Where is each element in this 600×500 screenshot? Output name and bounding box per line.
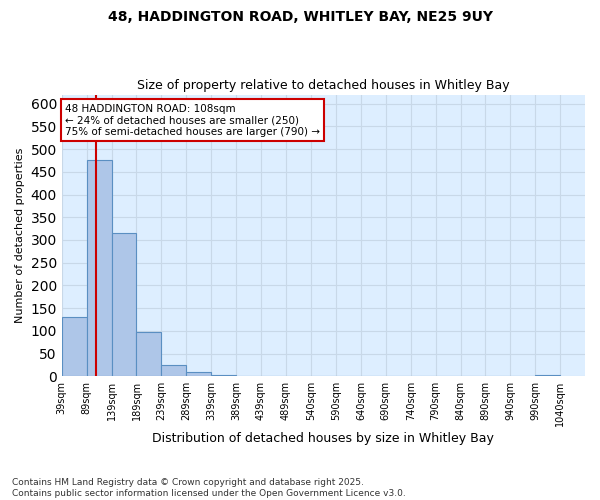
Bar [136, 332, 161, 376]
Text: Contains HM Land Registry data © Crown copyright and database right 2025.
Contai: Contains HM Land Registry data © Crown c… [12, 478, 406, 498]
Bar [112, 233, 136, 376]
Bar [62, 318, 86, 376]
Bar [86, 160, 112, 376]
X-axis label: Distribution of detached houses by size in Whitley Bay: Distribution of detached houses by size … [152, 432, 494, 445]
Title: Size of property relative to detached houses in Whitley Bay: Size of property relative to detached ho… [137, 79, 510, 92]
Text: 48 HADDINGTON ROAD: 108sqm
← 24% of detached houses are smaller (250)
75% of sem: 48 HADDINGTON ROAD: 108sqm ← 24% of deta… [65, 104, 320, 137]
Y-axis label: Number of detached properties: Number of detached properties [15, 148, 25, 323]
Text: 48, HADDINGTON ROAD, WHITLEY BAY, NE25 9UY: 48, HADDINGTON ROAD, WHITLEY BAY, NE25 9… [107, 10, 493, 24]
Bar [186, 372, 211, 376]
Bar [161, 365, 186, 376]
